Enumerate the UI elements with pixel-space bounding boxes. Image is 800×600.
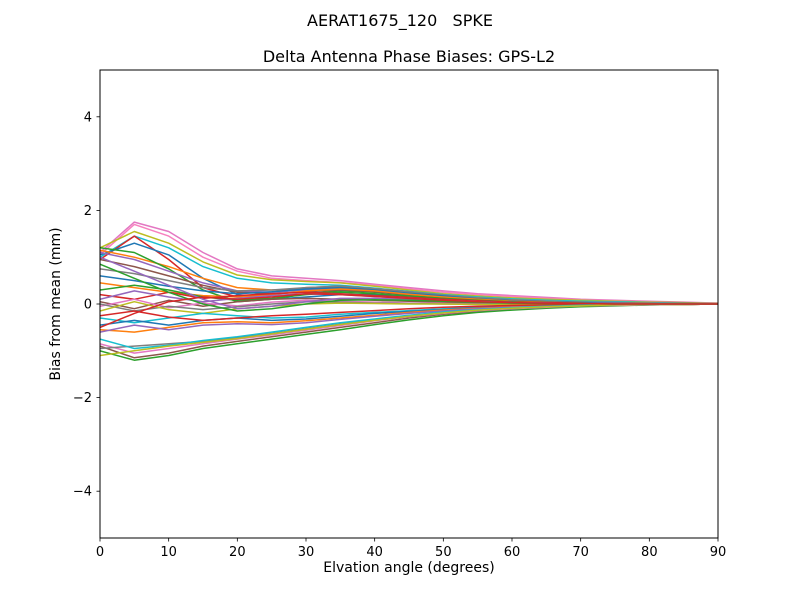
series-line-34 [100, 292, 718, 329]
series-line-31 [100, 303, 718, 357]
x-tick-label: 50 [435, 545, 452, 560]
x-tick-label: 60 [504, 545, 521, 560]
y-tick-label: 4 [84, 110, 92, 125]
x-tick-label: 10 [160, 545, 177, 560]
x-tick-label: 0 [96, 545, 104, 560]
y-tick-label: −2 [73, 391, 92, 406]
y-tick-label: 0 [84, 298, 92, 313]
x-tick-label: 70 [572, 545, 589, 560]
y-tick-label: 2 [84, 204, 92, 219]
figure-suptitle: AERAT1675_120 SPKE [307, 11, 493, 30]
y-tick-label: −4 [73, 485, 92, 500]
x-tick-label: 40 [366, 545, 383, 560]
x-tick-label: 80 [641, 545, 658, 560]
x-tick-label: 30 [298, 545, 315, 560]
series-lines [100, 221, 718, 361]
x-tick-label: 20 [229, 545, 246, 560]
x-tick-label: 90 [710, 545, 727, 560]
x-axis-label: Elvation angle (degrees) [323, 560, 495, 576]
axes-title: Delta Antenna Phase Biases: GPS-L2 [262, 47, 556, 66]
